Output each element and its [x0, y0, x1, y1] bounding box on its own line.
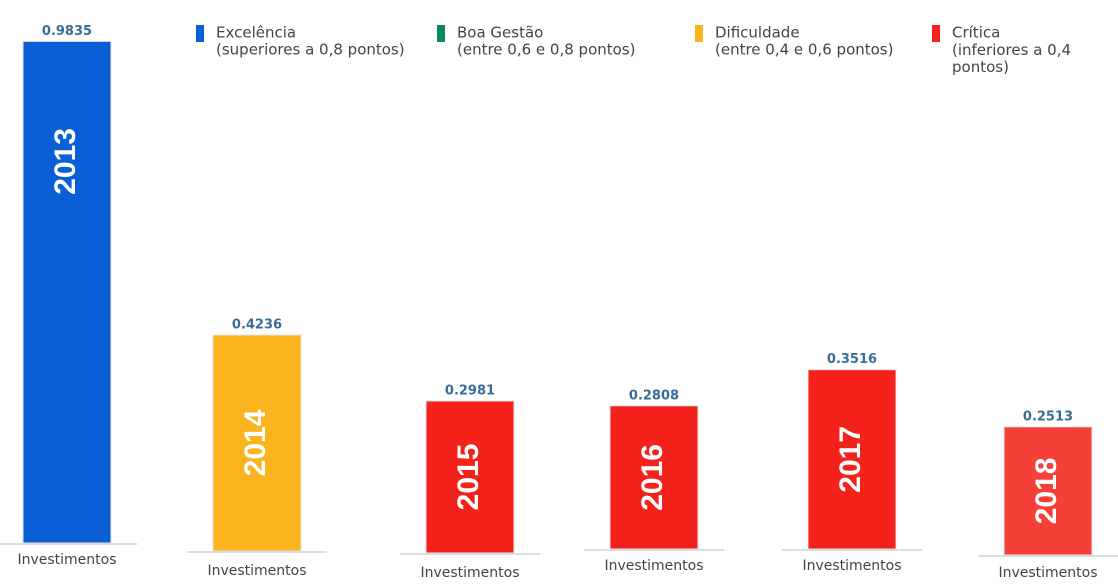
value-label: 0.2981: [445, 383, 495, 398]
legend-swatch: [437, 25, 445, 42]
legend-label: Excelência: [216, 24, 296, 42]
legend-swatch: [695, 25, 703, 42]
x-label: Investimentos: [207, 563, 306, 579]
bar: [807, 369, 897, 550]
legend-detail: (inferiores a 0,4 pontos): [952, 41, 1071, 76]
bar: [425, 400, 515, 554]
bar: [609, 405, 699, 550]
legend-detail: (entre 0,6 e 0,8 pontos): [457, 41, 635, 59]
bar: [1003, 426, 1093, 556]
value-label: 0.4236: [232, 317, 282, 332]
legend-swatch: [932, 25, 940, 42]
year-label: 2013: [49, 128, 82, 195]
year-label: 2015: [452, 444, 485, 511]
year-label: 2018: [1030, 458, 1063, 525]
legend-detail: (superiores a 0,8 pontos): [216, 41, 405, 59]
year-label: 2014: [239, 409, 272, 476]
year-label: 2017: [834, 426, 867, 493]
legend-label: Dificuldade: [715, 24, 800, 42]
value-label: 0.3516: [827, 352, 877, 367]
x-label: Investimentos: [17, 552, 116, 568]
value-label: 0.2808: [629, 388, 679, 403]
x-label: Investimentos: [998, 565, 1097, 581]
x-label: Investimentos: [420, 565, 519, 581]
bar: [22, 40, 112, 544]
legend-swatch: [196, 25, 204, 42]
value-label: 0.9835: [42, 24, 92, 39]
legend-detail: (entre 0,4 e 0,6 pontos): [715, 41, 893, 59]
x-label: Investimentos: [802, 558, 901, 574]
value-label: 0.2513: [1023, 409, 1073, 424]
year-label: 2016: [636, 444, 669, 511]
legend-label: Boa Gestão: [457, 24, 543, 42]
legend-label: Crítica: [952, 24, 1000, 42]
x-label: Investimentos: [604, 558, 703, 574]
bar: [212, 334, 302, 552]
